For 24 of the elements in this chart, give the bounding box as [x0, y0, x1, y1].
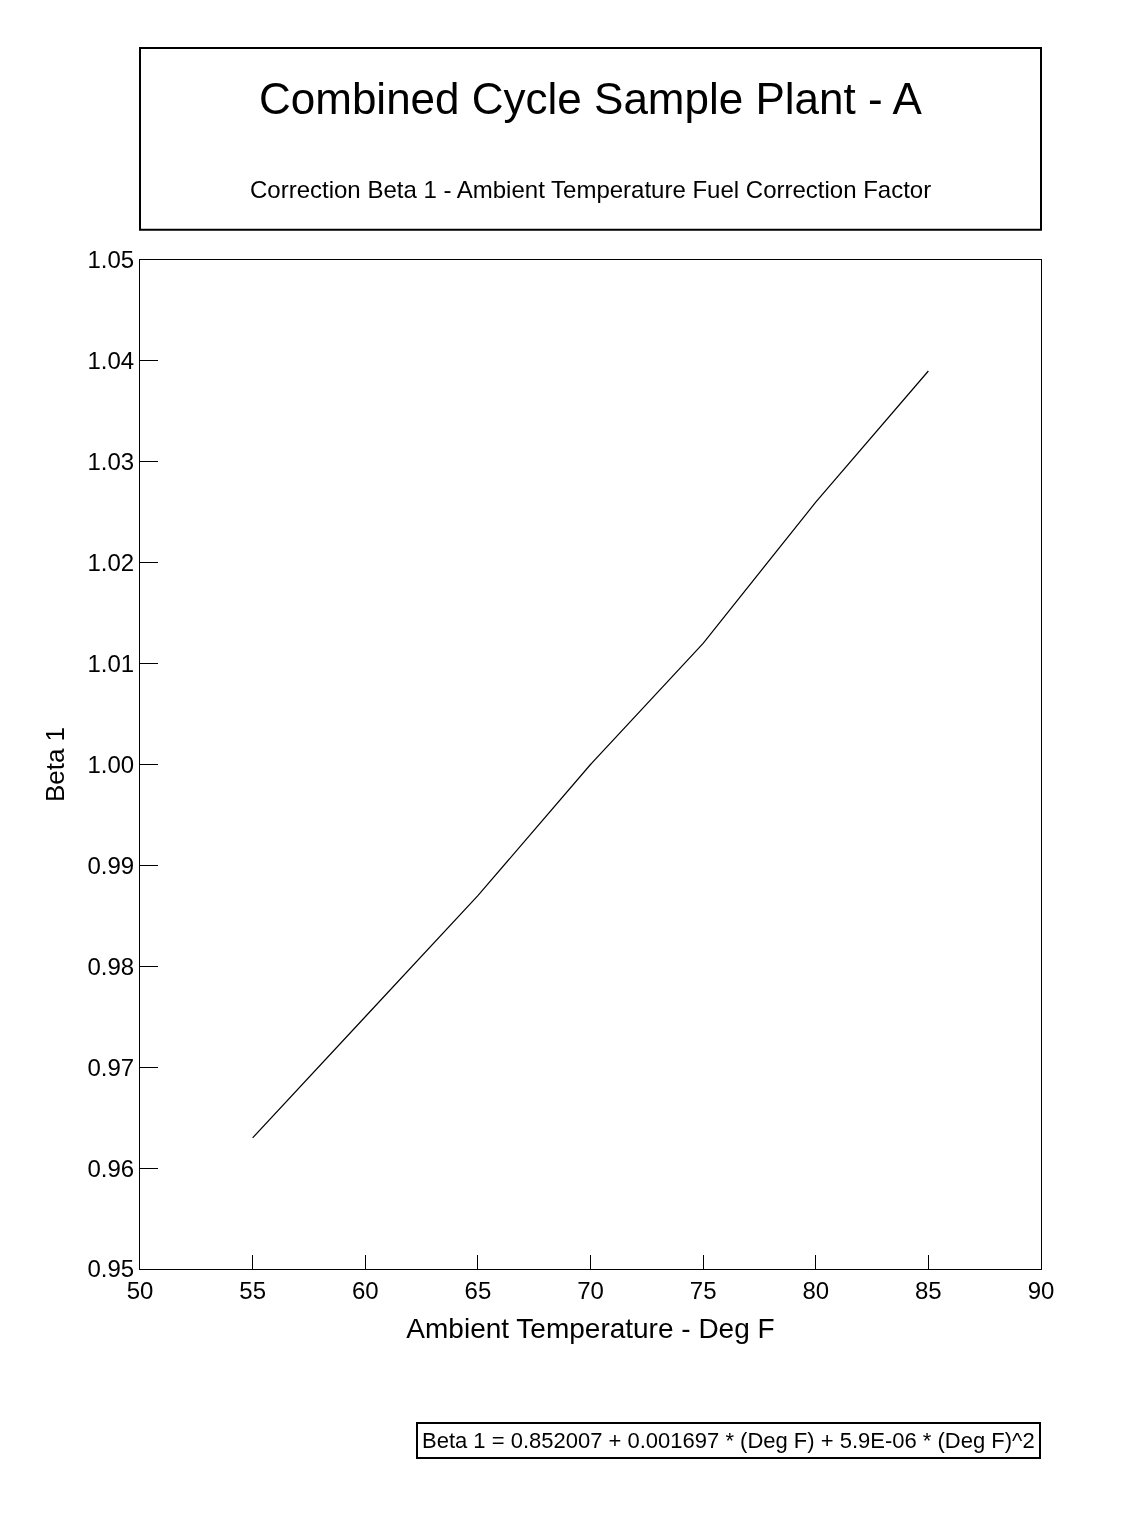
x-axis-title: Ambient Temperature - Deg F — [406, 1312, 775, 1344]
y-tick-label: 1.03 — [87, 448, 135, 476]
x-tick-label: 60 — [351, 1276, 379, 1304]
y-tick-label: 0.99 — [87, 851, 135, 879]
x-tick-label: 55 — [239, 1276, 266, 1304]
y-tick-label: 0.97 — [87, 1053, 135, 1081]
y-axis-title: Beta 1 — [39, 726, 70, 803]
line-series — [252, 370, 929, 1139]
x-tick-label: 65 — [464, 1276, 492, 1304]
x-tick-label: 90 — [1027, 1276, 1055, 1304]
x-tick-label: 85 — [915, 1276, 942, 1304]
chart-subtitle: Correction Beta 1 - Ambient Temperature Fuel Correction Factor — [250, 176, 932, 203]
y-tick-label: 0.96 — [87, 1154, 135, 1182]
y-tick-label: 1.00 — [87, 750, 135, 778]
y-tick-label: 1.04 — [87, 347, 135, 375]
text: Beta 1 = 0.852007 + 0.001697 * (Deg F) + 5.9E-06 * (Deg F)^2 — [422, 1428, 1035, 1453]
x-tick-label: 70 — [577, 1276, 604, 1304]
chart-title: Combined Cycle Sample Plant - A — [259, 74, 923, 123]
x-tick-label: 80 — [802, 1276, 830, 1304]
y-tick-label: 1.02 — [87, 549, 135, 577]
y-tick-label: 1.05 — [87, 246, 135, 274]
x-tick-label: 75 — [689, 1276, 717, 1304]
y-tick-label: 0.98 — [87, 952, 135, 980]
y-tick-label: 1.01 — [87, 650, 135, 677]
